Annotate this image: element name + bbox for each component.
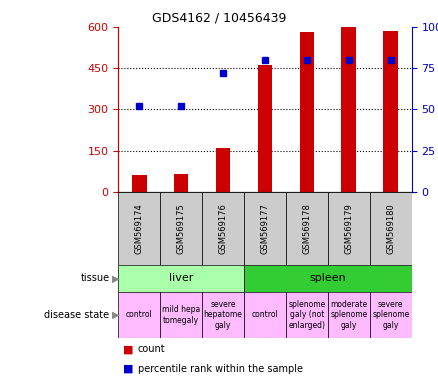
Bar <box>300 32 314 192</box>
Bar <box>328 192 370 265</box>
Bar <box>216 148 230 192</box>
Bar <box>370 192 412 265</box>
Text: percentile rank within the sample: percentile rank within the sample <box>138 364 303 374</box>
Bar <box>328 292 370 338</box>
Bar <box>286 192 328 265</box>
Text: control: control <box>126 310 152 319</box>
Text: control: control <box>251 310 279 319</box>
Text: moderate
splenome
galy: moderate splenome galy <box>330 300 367 330</box>
Text: GDS4162 / 10456439: GDS4162 / 10456439 <box>152 12 286 25</box>
Text: GSM569176: GSM569176 <box>219 203 228 254</box>
Bar <box>286 292 328 338</box>
Text: count: count <box>138 344 166 354</box>
Text: severe
splenome
galy: severe splenome galy <box>372 300 410 330</box>
Text: GSM569177: GSM569177 <box>261 203 269 254</box>
Bar <box>244 265 412 292</box>
Text: splenome
galy (not
enlarged): splenome galy (not enlarged) <box>288 300 325 330</box>
Text: liver: liver <box>169 273 193 283</box>
Bar <box>244 292 286 338</box>
Text: GSM569175: GSM569175 <box>177 203 186 254</box>
Text: ▶: ▶ <box>112 273 119 283</box>
Text: disease state: disease state <box>44 310 110 320</box>
Text: mild hepa
tomegaly: mild hepa tomegaly <box>162 305 200 324</box>
Text: GSM569174: GSM569174 <box>135 203 144 254</box>
Bar <box>132 175 147 192</box>
Bar <box>174 174 188 192</box>
Bar <box>342 27 356 192</box>
Text: tissue: tissue <box>81 273 110 283</box>
Text: ■: ■ <box>123 344 133 354</box>
Bar <box>202 192 244 265</box>
Text: GSM569179: GSM569179 <box>344 203 353 254</box>
Text: GSM569178: GSM569178 <box>302 203 311 254</box>
Text: ■: ■ <box>123 364 133 374</box>
Bar <box>160 192 202 265</box>
Text: GSM569180: GSM569180 <box>386 203 395 254</box>
Bar <box>370 292 412 338</box>
Bar <box>118 192 160 265</box>
Text: ▶: ▶ <box>112 310 119 320</box>
Bar <box>244 192 286 265</box>
Text: severe
hepatome
galy: severe hepatome galy <box>204 300 243 330</box>
Bar <box>383 31 398 192</box>
Bar <box>258 65 272 192</box>
Bar <box>160 292 202 338</box>
Bar <box>118 265 244 292</box>
Bar <box>118 292 160 338</box>
Bar <box>202 292 244 338</box>
Text: spleen: spleen <box>310 273 346 283</box>
